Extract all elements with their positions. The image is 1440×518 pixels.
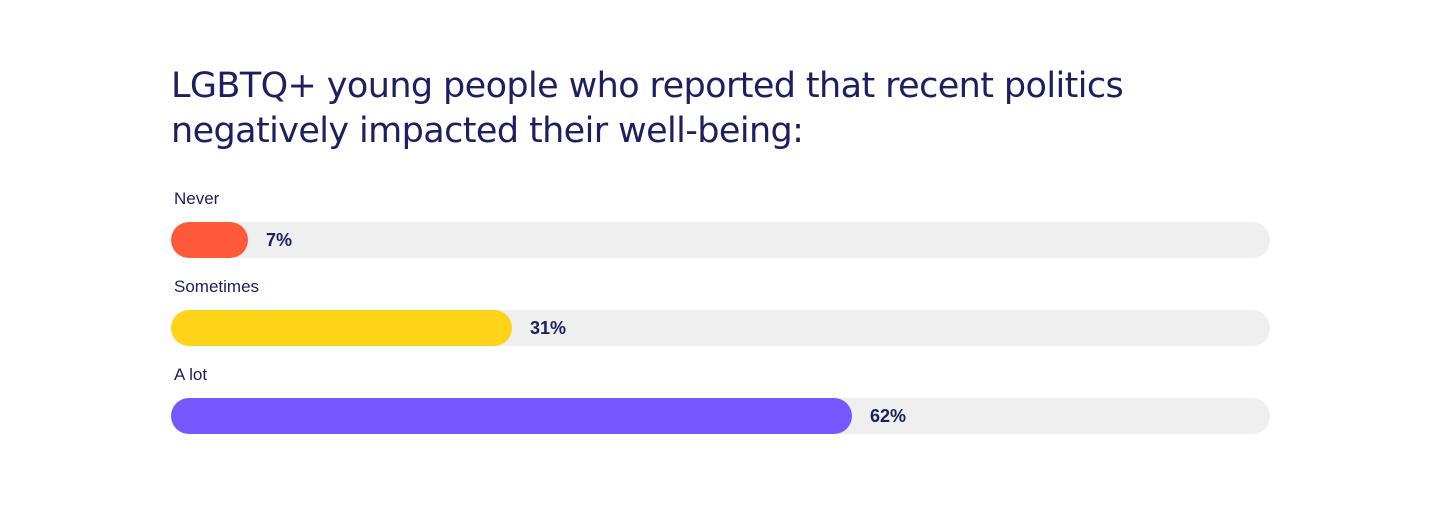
chart-title: LGBTQ+ young people who reported that re… — [171, 66, 1124, 151]
category-label: Sometimes — [174, 277, 260, 296]
bar-row-sometimes: Sometimes 31% — [171, 276, 1270, 364]
bar-a-lot — [171, 398, 852, 434]
category-label: Never — [174, 189, 220, 208]
chart: LGBTQ+ young people who reported that re… — [171, 64, 1270, 434]
bar-rows: Never 7% Sometimes 31% A lot 62% — [171, 188, 1270, 452]
value-label: 31% — [530, 318, 567, 338]
bar-row-never: Never 7% — [171, 188, 1270, 276]
bar-never — [171, 222, 248, 258]
bar-sometimes — [171, 310, 512, 346]
bar-track — [171, 398, 1270, 434]
value-label: 62% — [870, 406, 907, 426]
value-label: 7% — [266, 230, 293, 250]
bar-row-a-lot: A lot 62% — [171, 364, 1270, 452]
bar-track — [171, 310, 1270, 346]
category-label: A lot — [174, 365, 208, 384]
bar-track — [171, 222, 1270, 258]
